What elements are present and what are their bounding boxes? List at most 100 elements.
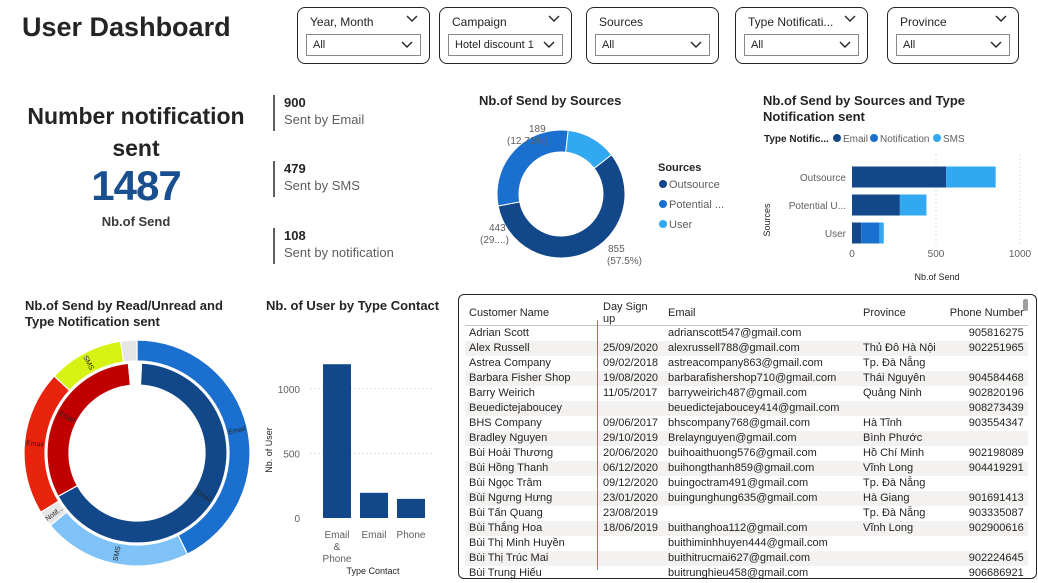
sunburst-segment[interactable] bbox=[119, 339, 138, 363]
bar-segment[interactable] bbox=[899, 194, 927, 216]
sunburst-segment[interactable] bbox=[127, 362, 143, 386]
table-row[interactable]: Beuedictejaboucey beuedictejaboucey414@gm… bbox=[465, 400, 1028, 416]
bar-segment[interactable] bbox=[946, 166, 996, 188]
legend-item[interactable]: Outsource bbox=[669, 179, 720, 191]
donut-chart-sources[interactable]: 189 (12.71%) 443 (29....) 855 (57.5%) So… bbox=[468, 112, 738, 272]
table-row[interactable]: Bradley Nguyen 29/10/2019 Brelaynguyen@gma… bbox=[465, 430, 1028, 446]
cell-province: Hà Tĩnh bbox=[863, 417, 902, 429]
slicer-dropdown[interactable]: All bbox=[595, 34, 710, 56]
table-row[interactable]: Bùi Trung Hiếu buitrunghieu458@gmail.com 9… bbox=[465, 566, 1028, 579]
column-header-email[interactable]: Email bbox=[664, 301, 859, 326]
slicer-dropdown[interactable]: All bbox=[306, 34, 421, 56]
legend-marker bbox=[659, 220, 667, 228]
slicer-sources[interactable]: Sources All bbox=[586, 7, 719, 64]
cell-province: Hồ Chí Minh bbox=[863, 447, 925, 459]
table-row[interactable]: Bùi Thị Minh Huyền buithiminhhuyen444@gma… bbox=[465, 536, 1028, 551]
table-row[interactable]: Adrian Scott adrianscott547@gmail.com 9058… bbox=[465, 326, 1028, 341]
customer-table[interactable]: Customer Name Day Sign up Email Province… bbox=[458, 294, 1037, 579]
donut-slice[interactable] bbox=[497, 154, 626, 259]
table-row[interactable]: Barry Weirich 11/05/2017 barryweirich487@g… bbox=[465, 386, 1028, 401]
table-row[interactable]: Alex Russell 25/09/2020 alexrussell788@gma… bbox=[465, 340, 1028, 356]
column-resize-line bbox=[597, 320, 598, 570]
legend-marker bbox=[659, 180, 667, 188]
bar-segment[interactable] bbox=[852, 194, 900, 216]
cell-phone-number: 904419291 bbox=[939, 460, 1028, 476]
cell-day-sign-up bbox=[599, 536, 664, 551]
cell-customer-name: Beuedictejaboucey bbox=[465, 400, 599, 416]
cell-customer-name: Bùi Tấn Quang bbox=[469, 507, 543, 519]
table-row[interactable]: Barbara Fisher Shop 19/08/2020 barbarafish… bbox=[465, 370, 1028, 386]
cell-email: buihongthanh859@gmail.com bbox=[664, 460, 859, 476]
table-row[interactable]: Bùi Thắng Hoa 18/06/2019 buithanghoa112@gm… bbox=[465, 520, 1028, 536]
cell-province: Thái Nguyên bbox=[859, 370, 940, 386]
column-header-province[interactable]: Province bbox=[859, 301, 940, 326]
table-row[interactable]: Bùi Ngưng Hưng 23/01/2020 buingunghung635@… bbox=[465, 490, 1028, 506]
table-row[interactable]: Bùi Ngọc Trâm 09/12/2020 buingoctram491@gm… bbox=[465, 476, 1028, 491]
chevron-down-icon[interactable] bbox=[994, 13, 1008, 25]
table-row[interactable]: Bùi Hồng Thanh 06/12/2020 buihongthanh859@… bbox=[465, 460, 1028, 476]
column-bar[interactable] bbox=[360, 492, 388, 518]
cell-email bbox=[664, 506, 859, 521]
column-header-customer-name[interactable]: Customer Name bbox=[465, 301, 599, 326]
table-row[interactable]: Astrea Company 09/02/2018 astreacompany863… bbox=[465, 356, 1028, 371]
cell-email: barbarafishershop710@gmail.com bbox=[664, 370, 859, 386]
column-header-day-sign-up[interactable]: Day Sign up bbox=[599, 301, 664, 326]
bar-segment[interactable] bbox=[852, 222, 862, 244]
stacked-bar-chart-sources-type[interactable]: Type Notific... Email Notification SMS S… bbox=[760, 128, 1035, 283]
chevron-down-icon[interactable] bbox=[547, 13, 561, 25]
slicer-dropdown[interactable]: Hotel discount 1 bbox=[448, 34, 563, 56]
table-row[interactable]: BHS Company 09/06/2017 bhscompany768@gmail… bbox=[465, 416, 1028, 431]
y-axis-title: Sources bbox=[762, 203, 772, 237]
chevron-down-icon[interactable] bbox=[843, 13, 857, 25]
column-header-phone-number[interactable]: Phone Number bbox=[939, 301, 1028, 326]
page-title: User Dashboard bbox=[22, 12, 231, 42]
slicer-type-notification[interactable]: Type Notificati... All bbox=[735, 7, 868, 64]
cell-province: Thủ Đô Hà Nội bbox=[859, 340, 940, 356]
cell-customer-name: Bùi Ngưng Hưng bbox=[465, 490, 599, 506]
bar-segment[interactable] bbox=[861, 222, 880, 244]
legend-item[interactable]: User bbox=[669, 219, 693, 231]
sunburst-label: Email bbox=[228, 425, 247, 436]
slicer-dropdown[interactable]: All bbox=[896, 34, 1010, 56]
slicer-province[interactable]: Province All bbox=[887, 7, 1019, 64]
chevron-down-icon[interactable] bbox=[405, 13, 419, 25]
column-bar[interactable] bbox=[397, 498, 425, 518]
slicer-year-month[interactable]: Year, Month All bbox=[297, 7, 430, 64]
slicer-dropdown[interactable]: All bbox=[744, 34, 859, 56]
kpi-title: Number notification sent bbox=[27, 103, 245, 161]
kpi-value: 1487 bbox=[91, 162, 181, 209]
table-row[interactable]: Bùi Tấn Quang 23/08/2019 Tp. Đà Nẵng 903335… bbox=[465, 506, 1028, 521]
donut-slice[interactable] bbox=[565, 129, 613, 169]
cell-customer-name: Bùi Ngọc Trâm bbox=[469, 477, 542, 489]
legend-item[interactable]: Notification bbox=[880, 134, 929, 145]
cell-phone-number: 902198089 bbox=[968, 447, 1024, 459]
legend-item[interactable]: SMS bbox=[943, 134, 965, 145]
chevron-down-icon bbox=[543, 41, 555, 48]
cell-email: buithiminhhuyen444@gmail.com bbox=[668, 537, 828, 549]
legend-item[interactable]: Email bbox=[843, 134, 868, 145]
column-bar[interactable] bbox=[323, 364, 351, 518]
cell-day-sign-up: 09/02/2018 bbox=[603, 357, 659, 369]
bar-segment[interactable] bbox=[852, 166, 947, 188]
slicer-campaign[interactable]: Campaign Hotel discount 1 bbox=[439, 7, 572, 64]
cell-day-sign-up: 29/10/2019 bbox=[599, 430, 664, 446]
cell-day-sign-up: 06/12/2020 bbox=[599, 460, 664, 476]
y-tick-label: Potential U... bbox=[789, 201, 846, 212]
legend-item[interactable]: Potential ... bbox=[669, 199, 724, 211]
cell-email: buingunghung635@gmail.com bbox=[664, 490, 859, 506]
bar-segment[interactable] bbox=[879, 222, 884, 244]
cell-email: buihoaithuong576@gmail.com bbox=[668, 447, 817, 459]
cell-province bbox=[859, 400, 940, 416]
chart-title-type-contact: Nb. of User by Type Contact bbox=[266, 298, 440, 313]
data-label: (29....) bbox=[480, 235, 509, 246]
table-row[interactable]: Bùi Hoài Thương 20/06/2020 buihoaithuong57… bbox=[465, 446, 1028, 461]
cell-customer-name: Bradley Nguyen bbox=[465, 430, 599, 446]
x-tick-label: Email bbox=[361, 530, 386, 541]
sunburst-segment[interactable] bbox=[57, 362, 228, 544]
cell-day-sign-up bbox=[599, 566, 664, 579]
table-row[interactable]: Bùi Thị Trúc Mai buithitrucmai627@gmail.c… bbox=[465, 550, 1028, 566]
cell-phone-number: 904584468 bbox=[939, 370, 1028, 386]
cell-phone-number: 905816275 bbox=[968, 327, 1024, 340]
